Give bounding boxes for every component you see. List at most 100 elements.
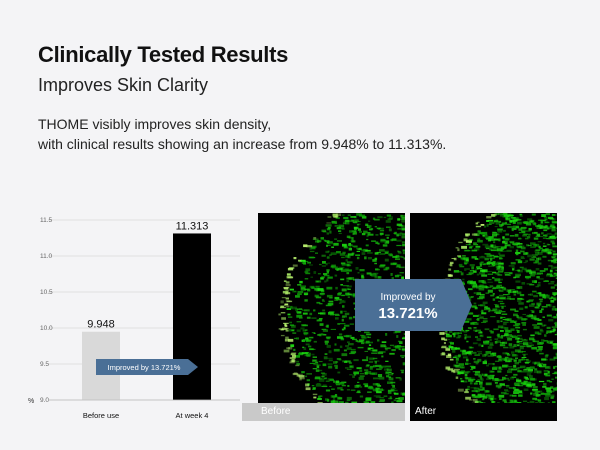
scan-speck	[527, 245, 532, 247]
scan-speck	[495, 305, 500, 309]
scan-speck	[511, 217, 516, 220]
scan-speck	[347, 253, 354, 256]
scan-speck	[500, 336, 504, 339]
scan-speck	[518, 237, 521, 240]
scan-speck	[551, 308, 556, 311]
scan-speck	[342, 243, 347, 247]
scan-speck	[346, 368, 352, 370]
scan-speck	[474, 354, 480, 356]
scan-speck	[457, 335, 462, 338]
scan-speck	[510, 241, 515, 244]
scan-speck	[511, 354, 517, 357]
scan-speck	[495, 360, 500, 362]
scan-speck	[504, 377, 509, 380]
scan-speck	[548, 265, 553, 267]
scan-speck	[487, 279, 492, 281]
scan-speck	[369, 365, 375, 368]
scan-speck	[539, 270, 546, 272]
scan-speck	[503, 229, 506, 232]
scan-speck	[385, 348, 388, 351]
scan-speck	[476, 390, 480, 393]
scan-speck	[284, 324, 288, 328]
scan-speck	[530, 221, 533, 223]
scan-speck	[490, 244, 497, 247]
scan-speck	[468, 296, 473, 298]
scan-speck	[387, 373, 394, 376]
scan-speck	[513, 373, 518, 376]
scan-speck	[496, 268, 500, 270]
scan-speck	[517, 370, 522, 373]
scan-speck	[556, 332, 557, 335]
scan-speck	[326, 232, 329, 235]
scan-speck	[529, 366, 535, 369]
scan-speck	[492, 377, 495, 381]
scan-speck	[364, 256, 367, 260]
scan-speck	[531, 344, 534, 346]
scan-speck	[507, 354, 511, 356]
scan-speck	[341, 294, 345, 297]
scan-speck	[495, 312, 501, 314]
scan-speck	[316, 364, 321, 366]
scan-speck	[296, 321, 302, 323]
scan-speck	[485, 382, 492, 386]
scan-speck	[469, 312, 473, 315]
scan-speck	[460, 370, 465, 372]
scan-speck	[495, 219, 498, 222]
scan-speck	[529, 258, 535, 261]
scan-speck	[509, 272, 513, 275]
scan-speck	[532, 256, 536, 258]
scan-speck	[480, 261, 484, 263]
scan-speck	[399, 272, 404, 274]
scan-speck	[546, 227, 550, 230]
scan-speck	[508, 274, 511, 276]
scan-speck	[349, 230, 355, 233]
scan-speck	[325, 263, 328, 266]
scan-speck	[463, 257, 469, 260]
scan-speck	[284, 338, 290, 342]
scan-speck	[387, 381, 393, 384]
scan-speck	[325, 398, 329, 401]
scan-speck	[401, 225, 405, 228]
scan-speck	[346, 280, 350, 283]
scan-speck	[452, 349, 456, 353]
scan-speck	[347, 214, 351, 216]
scan-speck	[537, 363, 542, 367]
y-tick-label: 11.0	[40, 253, 53, 260]
scan-speck	[395, 346, 400, 349]
scan-speck	[464, 377, 469, 379]
scan-speck	[470, 281, 476, 284]
scan-speck	[397, 228, 402, 230]
scan-speck	[475, 362, 479, 365]
scan-speck	[336, 251, 341, 254]
scan-speck	[375, 364, 382, 367]
scan-speck	[369, 367, 373, 370]
scan-speck	[476, 396, 480, 399]
scan-speck	[309, 312, 313, 316]
scan-speck	[319, 334, 322, 337]
scan-speck	[312, 387, 316, 390]
scan-speck	[345, 222, 350, 225]
scan-speck	[497, 278, 503, 281]
scan-speck	[483, 360, 487, 362]
scan-speck	[551, 396, 555, 398]
scan-speck	[539, 352, 544, 355]
scan-speck	[398, 252, 402, 254]
scan-speck	[458, 263, 463, 267]
scan-speck	[303, 339, 309, 342]
scan-speck	[280, 306, 286, 309]
scan-speck	[499, 213, 504, 217]
scan-speck	[498, 247, 502, 251]
scan-speck	[329, 378, 334, 382]
scan-speck	[335, 383, 341, 385]
scan-speck	[403, 257, 405, 260]
scan-speck	[532, 339, 536, 342]
scan-speck	[504, 390, 510, 393]
scan-speck	[296, 311, 302, 314]
scan-speck	[322, 384, 327, 388]
scan-speck	[507, 337, 513, 341]
scan-speck	[507, 379, 510, 381]
scan-speck	[517, 402, 522, 404]
scan-speck	[340, 284, 343, 286]
scan-speck	[380, 264, 386, 267]
scan-speck	[360, 334, 364, 337]
